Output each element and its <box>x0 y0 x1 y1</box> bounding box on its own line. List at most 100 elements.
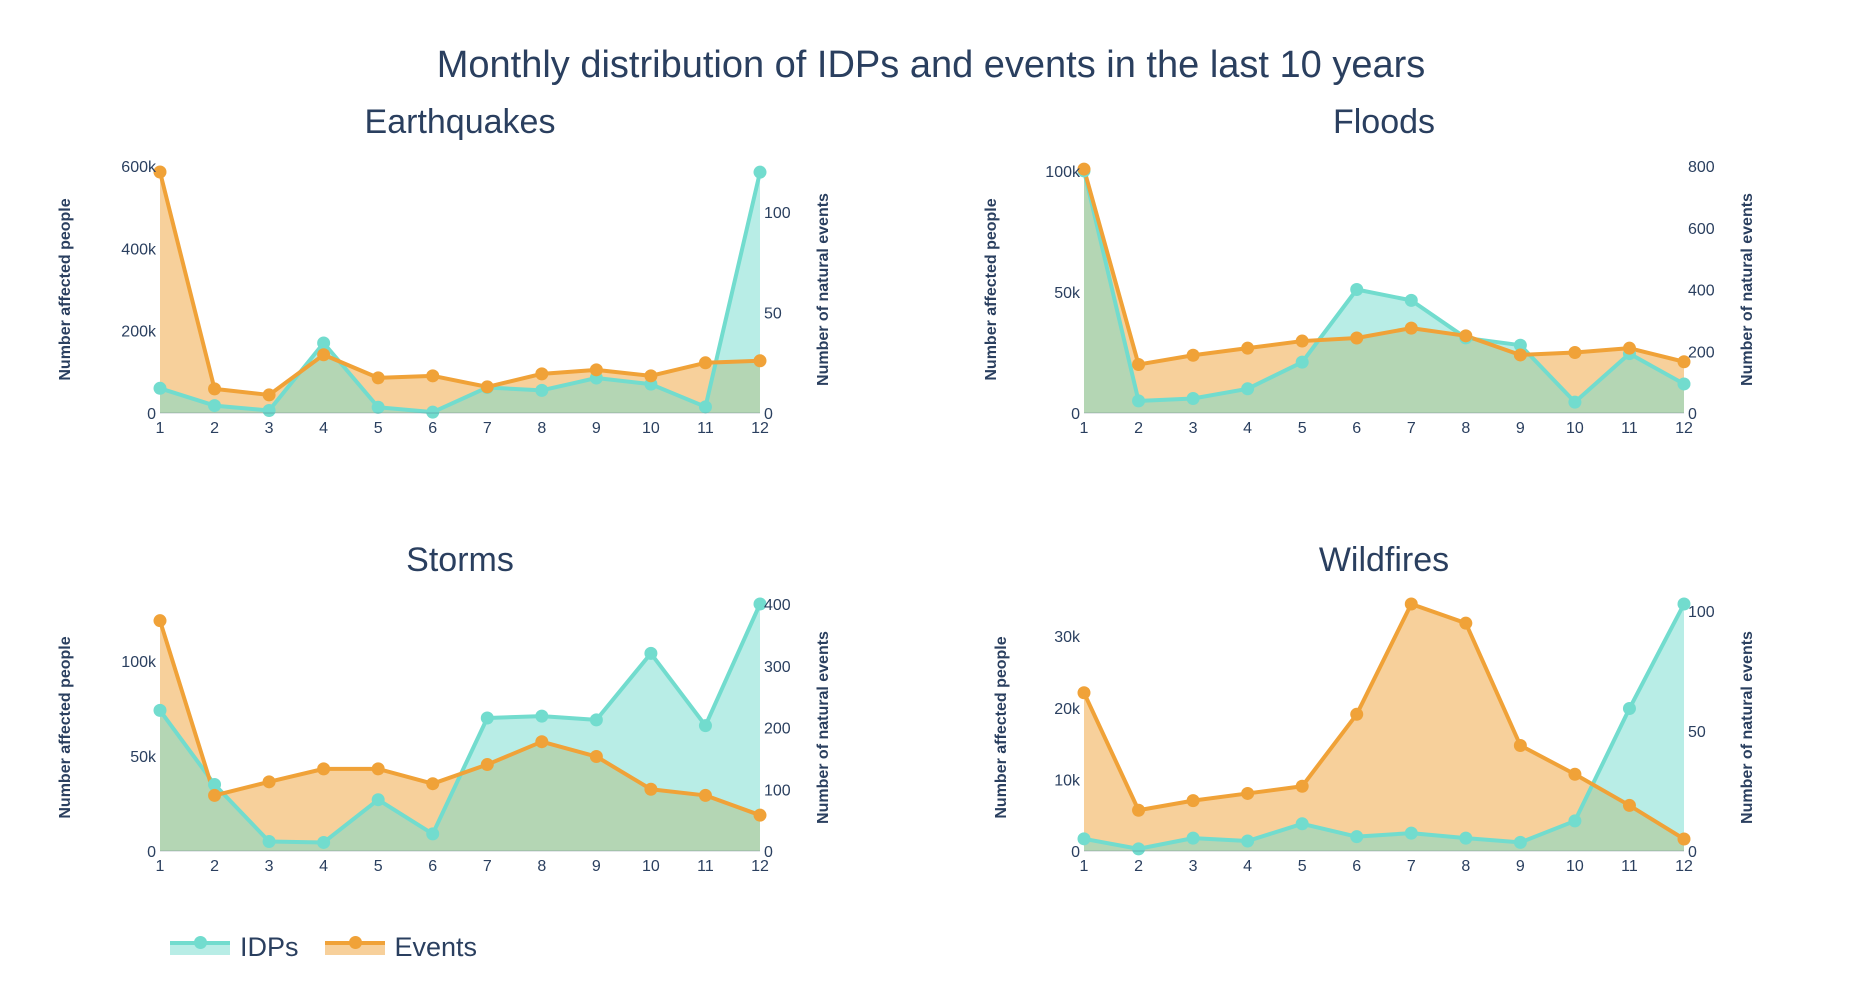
point-idps-month-10 <box>644 646 658 660</box>
y2-tick-label: 200 <box>1688 344 1715 361</box>
point-idps-month-11 <box>698 400 712 414</box>
y-axis-title: Number affected people <box>983 198 1000 380</box>
legend-label-idps: IDPs <box>240 932 299 962</box>
x-tick-label: 8 <box>537 420 546 437</box>
x-tick-label: 9 <box>1516 420 1525 437</box>
point-events-month-7 <box>480 758 494 772</box>
point-idps-month-1 <box>153 703 167 717</box>
subplot-wildfires: Wildfires Number affected people Number of… <box>993 541 1756 875</box>
point-events-month-5 <box>371 371 385 385</box>
point-events-month-5 <box>1295 334 1309 348</box>
x-tick-label: 10 <box>642 858 660 875</box>
x-tick-label: 5 <box>1298 420 1307 437</box>
point-idps-month-4 <box>1241 834 1255 848</box>
y-tick-label: 10k <box>1054 772 1081 789</box>
x-tick-label: 5 <box>374 858 383 875</box>
x-tick-label: 11 <box>1621 858 1638 875</box>
x-tick-label: 10 <box>1566 858 1584 875</box>
point-idps-month-12 <box>1677 597 1691 611</box>
area-idps <box>1084 170 1684 413</box>
point-idps-month-7 <box>480 711 494 725</box>
y2-tick-label: 800 <box>1688 159 1715 176</box>
x-tick-label: 12 <box>1675 858 1693 875</box>
point-idps-month-1 <box>1077 832 1091 846</box>
y2-tick-label: 400 <box>764 597 791 614</box>
x-tick-label: 6 <box>1352 420 1361 437</box>
point-events-month-12 <box>753 354 767 368</box>
point-events-month-1 <box>1077 162 1091 176</box>
point-idps-month-3 <box>262 404 276 418</box>
point-idps-month-9 <box>589 713 603 727</box>
legend-item-idps[interactable]: IDPs <box>170 932 299 963</box>
point-events-month-12 <box>1677 355 1691 369</box>
legend-item-events[interactable]: Events <box>324 932 478 963</box>
point-events-month-3 <box>262 775 276 789</box>
point-idps-month-2 <box>1132 394 1146 408</box>
point-events-month-6 <box>426 777 440 791</box>
point-idps-month-6 <box>1350 830 1364 844</box>
point-events-month-4 <box>1241 341 1255 355</box>
point-idps-month-4 <box>1241 382 1255 396</box>
point-events-month-9 <box>1513 348 1527 362</box>
point-events-month-11 <box>1622 798 1636 812</box>
y2-axis-title: Number of natural events <box>1739 193 1756 386</box>
line-idps <box>1082 170 1685 405</box>
legend[interactable]: IDPs Events <box>170 932 477 963</box>
y-tick-label: 20k <box>1054 701 1081 718</box>
area-events <box>1084 169 1684 413</box>
x-tick-label: 2 <box>1134 858 1143 875</box>
y-axis-title: Number affected people <box>57 636 74 818</box>
point-idps-month-12 <box>753 165 767 179</box>
point-idps-month-4 <box>317 835 331 849</box>
point-events-month-7 <box>1404 597 1418 611</box>
point-idps-month-7 <box>1404 293 1418 307</box>
x-tick-label: 4 <box>319 858 328 875</box>
point-events-month-8 <box>1459 329 1473 343</box>
subplot-title: Floods <box>1333 103 1435 141</box>
point-idps-month-2 <box>1132 842 1146 856</box>
y2-tick-label: 200 <box>764 721 791 738</box>
point-idps-month-12 <box>1677 377 1691 391</box>
x-tick-label: 1 <box>1080 420 1089 437</box>
y-tick-label: 100k <box>121 654 157 671</box>
x-tick-label: 9 <box>592 858 601 875</box>
point-events-month-8 <box>535 735 549 749</box>
y2-tick-label: 100 <box>764 782 791 799</box>
point-idps-month-8 <box>1459 831 1473 845</box>
y2-tick-label: 50 <box>1688 724 1706 741</box>
line-idps <box>1083 603 1686 851</box>
point-idps-month-10 <box>1568 395 1582 409</box>
subplot-title: Earthquakes <box>365 103 556 141</box>
x-tick-label: 11 <box>697 420 714 437</box>
x-tick-label: 10 <box>1566 420 1584 437</box>
subplot-floods: Floods Number affected people Number of na… <box>983 103 1756 437</box>
point-events-month-10 <box>1568 767 1582 781</box>
point-events-month-9 <box>589 363 603 377</box>
point-idps-month-11 <box>1622 702 1636 716</box>
x-tick-label: 3 <box>1189 420 1198 437</box>
y-tick-label: 50k <box>130 749 157 766</box>
y2-axis-title: Number of natural events <box>815 631 832 824</box>
point-idps-month-6 <box>1350 283 1364 296</box>
subplot-title: Storms <box>406 541 514 579</box>
legend-label-events: Events <box>394 932 478 962</box>
point-events-month-2 <box>1132 358 1146 372</box>
chart-main-title: Monthly distribution of IDPs and events … <box>436 44 1426 86</box>
x-tick-label: 10 <box>642 420 660 437</box>
y2-tick-label: 0 <box>1688 844 1697 861</box>
x-tick-label: 7 <box>483 858 492 875</box>
point-events-month-12 <box>1677 832 1691 846</box>
subplot-storms: Storms Number affected people Number of na… <box>57 541 832 875</box>
point-idps-month-3 <box>1186 391 1200 405</box>
y-tick-label: 0 <box>147 844 156 861</box>
area-idps <box>1084 604 1684 851</box>
x-tick-label: 1 <box>156 420 165 437</box>
y2-tick-label: 600 <box>1688 221 1715 238</box>
legend-swatch-idps <box>170 935 230 955</box>
x-tick-label: 3 <box>265 420 274 437</box>
y-tick-label: 100k <box>1045 164 1081 181</box>
x-tick-label: 4 <box>1243 420 1252 437</box>
point-events-month-2 <box>208 788 222 802</box>
y-tick-label: 30k <box>1054 629 1081 646</box>
